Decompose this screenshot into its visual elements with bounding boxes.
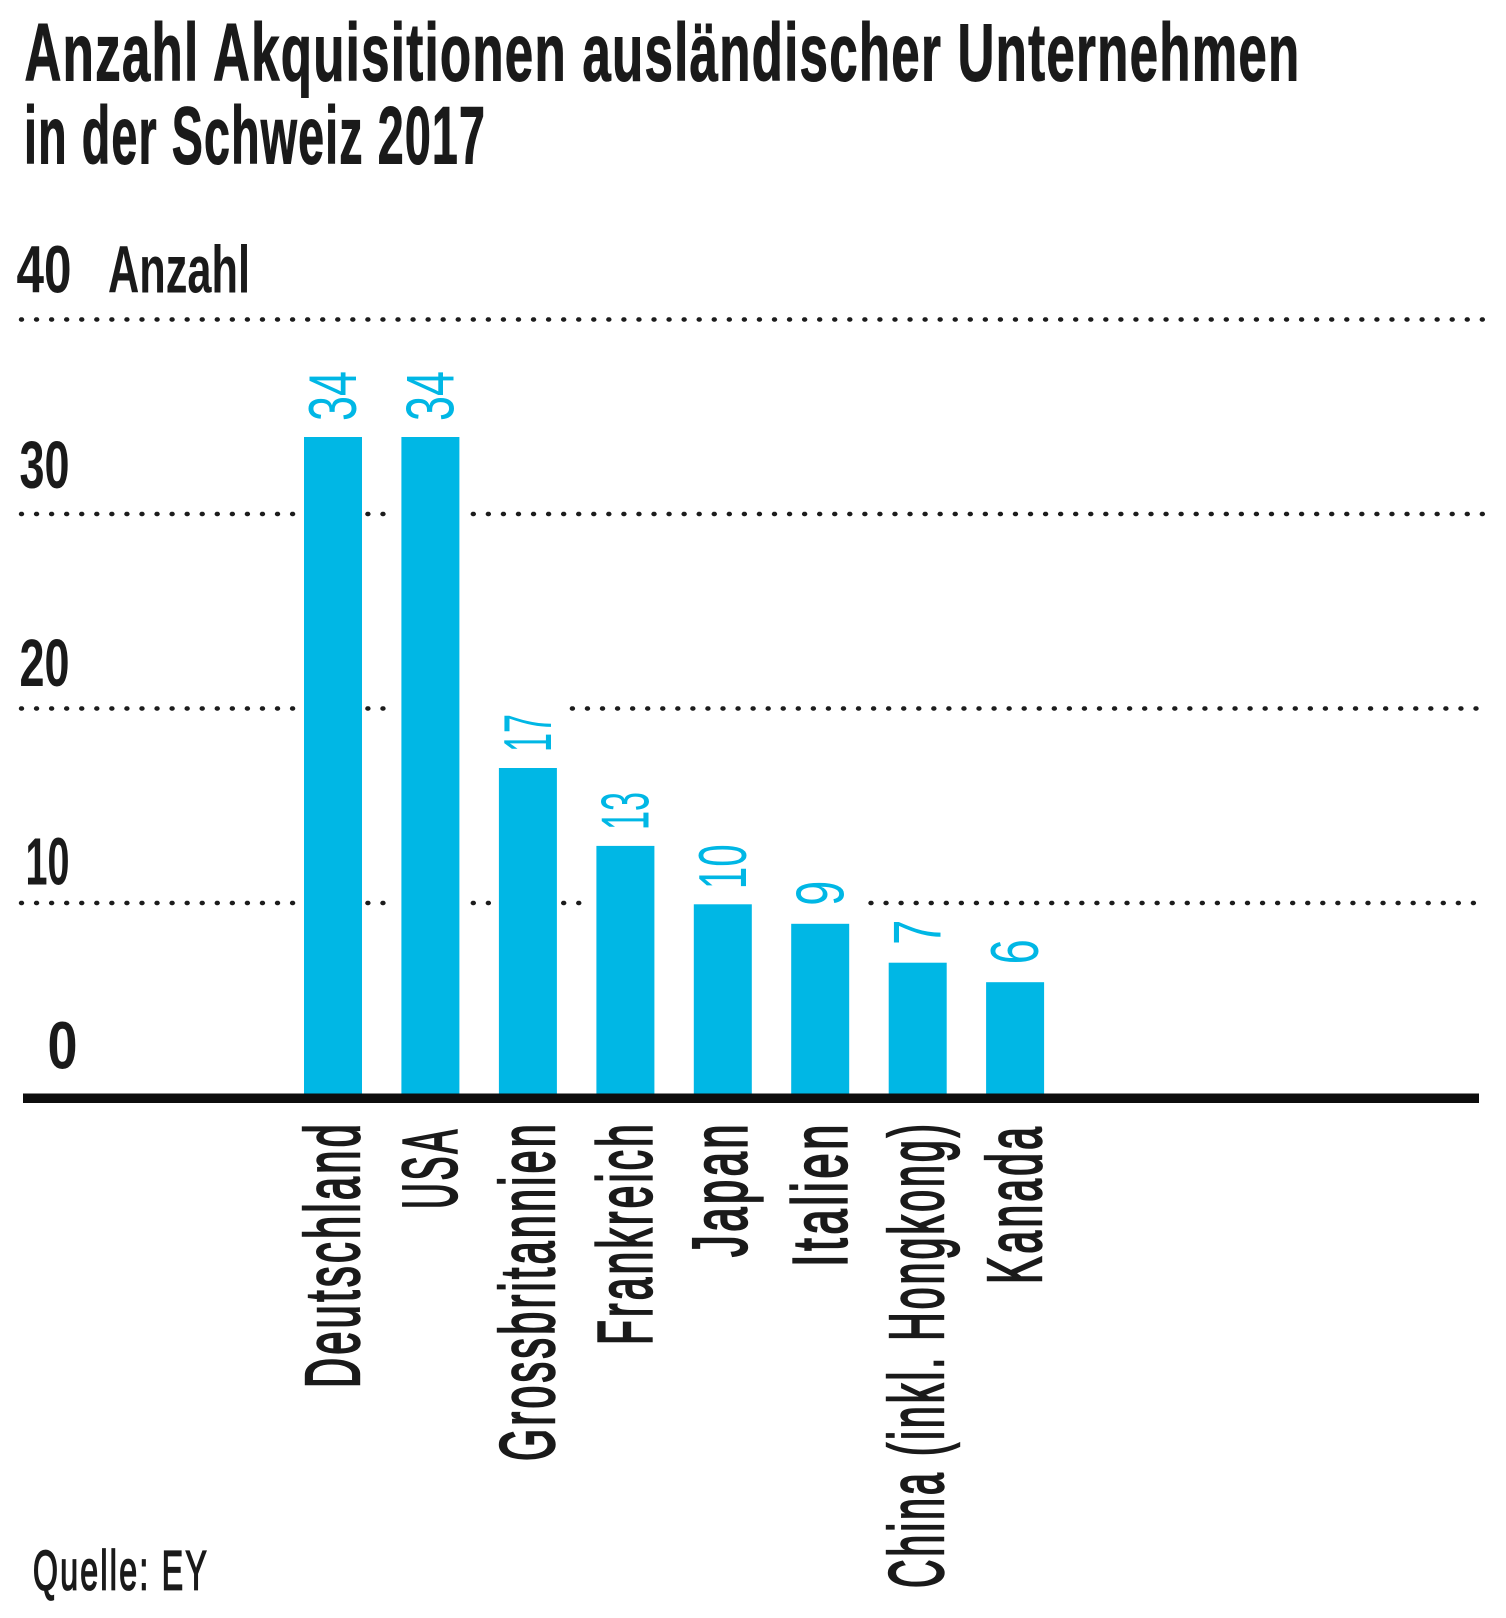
svg-text:17: 17 [490, 714, 566, 752]
svg-text:Deutschland: Deutschland [290, 1121, 376, 1388]
svg-text:10: 10 [26, 825, 70, 900]
svg-text:6: 6 [977, 939, 1053, 964]
svg-text:34: 34 [392, 371, 468, 421]
svg-text:Japan: Japan [677, 1121, 763, 1257]
svg-text:Anzahl Akquisitionen ausländis: Anzahl Akquisitionen ausländischer Unter… [25, 8, 1301, 99]
svg-text:7: 7 [880, 920, 956, 945]
svg-text:Frankreich: Frankreich [582, 1121, 668, 1345]
svg-text:USA: USA [388, 1127, 474, 1209]
svg-text:34: 34 [295, 371, 371, 421]
svg-text:30: 30 [20, 428, 70, 503]
svg-text:Italien: Italien [777, 1121, 863, 1267]
svg-text:in der Schweiz 2017: in der Schweiz 2017 [24, 91, 486, 182]
svg-text:Kanada: Kanada [972, 1124, 1058, 1284]
svg-text:Grossbritannien: Grossbritannien [485, 1121, 571, 1461]
svg-text:13: 13 [587, 792, 663, 830]
svg-text:40: 40 [17, 233, 72, 308]
svg-text:9: 9 [782, 881, 858, 906]
svg-text:Anzahl: Anzahl [108, 233, 250, 308]
svg-text:0: 0 [48, 1009, 78, 1084]
svg-text:Quelle: EY: Quelle: EY [33, 1539, 209, 1602]
svg-text:China (inkl. Hongkong): China (inkl. Hongkong) [874, 1121, 960, 1588]
svg-text:10: 10 [685, 844, 761, 889]
svg-text:20: 20 [20, 626, 70, 701]
